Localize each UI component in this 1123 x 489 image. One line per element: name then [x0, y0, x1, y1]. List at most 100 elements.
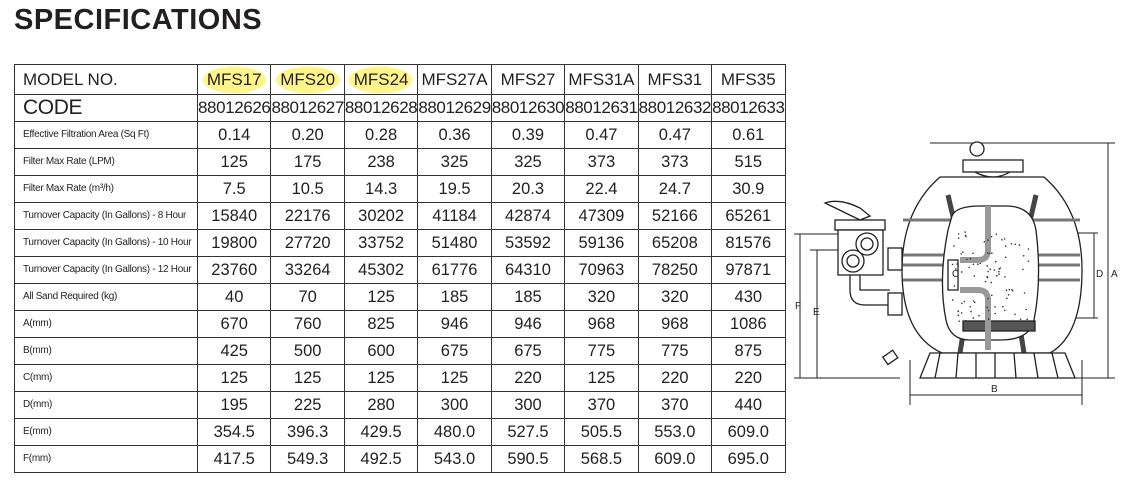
value-cell: 0.14 [196, 121, 272, 149]
code-cell: 88012627 [270, 94, 345, 122]
value-cell: 64310 [490, 256, 566, 284]
value-cell: 968 [564, 310, 639, 338]
sand-dot [986, 252, 989, 254]
sand-dot [1004, 245, 1007, 248]
dimension-label-c: C [952, 269, 959, 280]
sand-dot [994, 305, 996, 308]
sand-dot [987, 297, 989, 300]
sand-dot [1014, 243, 1017, 246]
table-row: Effective Filtration Area (Sq Ft) 0.14 0.2… [14, 121, 786, 149]
page-title: SPECIFICATIONS [14, 4, 263, 36]
value-cell: 527.5 [490, 418, 566, 446]
value-cell: 33752 [343, 229, 419, 257]
sand-dot [972, 300, 975, 302]
sand-dot [987, 270, 989, 273]
value-cell: 300 [490, 391, 566, 419]
value-cell: 0.36 [417, 121, 492, 149]
value-cell: 220 [490, 364, 566, 392]
row-label: All Sand Required (kg) [14, 283, 198, 311]
model-header: MFS17 [196, 64, 272, 95]
sand-dot [994, 320, 997, 322]
sand-dot [960, 253, 963, 255]
sand-dot [987, 309, 990, 312]
value-cell: 775 [564, 337, 639, 365]
value-cell: 125 [196, 364, 272, 392]
value-cell: 42874 [490, 202, 566, 230]
value-cell: 320 [637, 283, 713, 311]
sand-filter-diagram: A D B C F E [794, 141, 1118, 405]
row-label: Filter Max Rate (LPM) [14, 148, 198, 176]
sand-dot [979, 262, 981, 265]
specifications-table: MODEL NO. MFS17 MFS20 MFS24 MFS27A MFS27 MFS31… [14, 64, 786, 473]
sand-dot [957, 233, 960, 235]
sand-dot [987, 239, 989, 241]
sand-dot [964, 319, 967, 322]
tank-lid [962, 141, 1024, 178]
value-cell: 590.5 [490, 445, 566, 473]
value-cell: 429.5 [343, 418, 419, 446]
code-cell: 88012626 [196, 94, 272, 122]
code-cell: 88012631 [564, 94, 639, 122]
row-label: Turnover Capacity (In Gallons) - 8 Hour [14, 202, 198, 230]
sand-dot [1019, 318, 1022, 320]
sand-dot [986, 265, 988, 267]
value-cell: 33264 [270, 256, 345, 284]
sand-dot [1022, 268, 1024, 271]
sand-dot [1022, 255, 1025, 257]
value-cell: 968 [637, 310, 713, 338]
value-cell: 440 [711, 391, 786, 419]
sand-dot [977, 263, 979, 265]
header-label: MODEL NO. [14, 64, 198, 95]
sand-dot [1027, 260, 1030, 263]
sand-dot [996, 275, 998, 277]
value-cell: 675 [417, 337, 492, 365]
sand-dot [993, 269, 996, 271]
row-label: Effective Filtration Area (Sq Ft) [14, 121, 198, 149]
sand-dot [1008, 288, 1011, 291]
value-cell: 65208 [637, 229, 713, 257]
value-cell: 760 [270, 310, 345, 338]
value-cell: 505.5 [564, 418, 639, 446]
value-cell: 0.39 [490, 121, 566, 149]
code-cell: 88012633 [711, 94, 786, 122]
multiport-valve [823, 200, 903, 366]
sand-dot [1002, 305, 1004, 308]
sand-dot [953, 285, 956, 287]
value-cell: 47309 [564, 202, 639, 230]
value-cell: 500 [270, 337, 345, 365]
value-cell: 125 [343, 364, 419, 392]
header-row: MODEL NO. MFS17 MFS20 MFS24 MFS27A MFS27 MFS31… [14, 64, 786, 95]
sand-dot [998, 273, 1000, 276]
value-cell: 370 [637, 391, 713, 419]
value-cell: 238 [343, 148, 419, 176]
value-cell: 775 [637, 337, 713, 365]
sand-dot [983, 241, 986, 243]
sand-dot [990, 235, 993, 238]
value-cell: 300 [417, 391, 492, 419]
value-cell: 78250 [637, 256, 713, 284]
value-cell: 24.7 [637, 175, 713, 203]
sand-dot [990, 281, 993, 284]
sand-dot [955, 268, 957, 270]
table-row: Turnover Capacity (In Gallons) - 12 Hour… [14, 256, 786, 284]
tank-base [919, 352, 1076, 379]
value-cell: 59136 [564, 229, 639, 257]
sand-dot [1007, 293, 1010, 296]
value-cell: 0.47 [637, 121, 713, 149]
value-cell: 185 [490, 283, 566, 311]
sand-dot [972, 252, 974, 255]
sand-dot [995, 233, 998, 235]
row-label: E(mm) [14, 418, 198, 446]
sand-dot [960, 271, 963, 273]
sand-dot [964, 234, 967, 237]
sand-dot [956, 263, 958, 265]
dimension-label-d: D [1096, 269, 1103, 280]
model-header: MFS27 [490, 64, 566, 95]
value-cell: 27720 [270, 229, 345, 257]
table-row: F(mm) 417.5 549.3 492.5 543.0 590.5 568.5 609.0… [14, 445, 786, 473]
sand-dot [968, 266, 971, 269]
sand-dot [1001, 238, 1003, 241]
value-cell: 15840 [196, 202, 272, 230]
model-name: MFS35 [720, 70, 776, 89]
sand-dot [961, 302, 963, 305]
